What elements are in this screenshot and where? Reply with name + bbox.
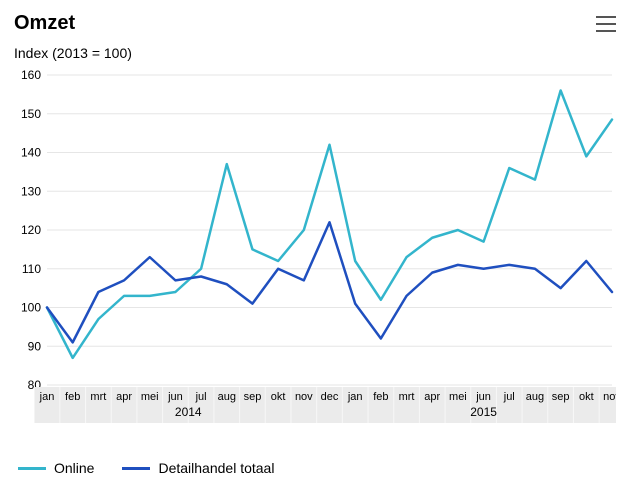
legend-label: Detailhandel totaal [158, 460, 274, 476]
svg-text:jun: jun [167, 391, 183, 403]
svg-text:mei: mei [141, 391, 159, 403]
svg-text:2015: 2015 [470, 405, 497, 419]
svg-text:jul: jul [195, 391, 207, 403]
svg-text:mrt: mrt [90, 391, 106, 403]
svg-text:100: 100 [21, 301, 41, 315]
svg-text:nov: nov [603, 391, 616, 403]
svg-text:aug: aug [218, 391, 236, 403]
title-row: Omzet [14, 12, 616, 35]
svg-text:jan: jan [39, 391, 55, 403]
svg-text:apr: apr [116, 391, 132, 403]
svg-text:130: 130 [21, 184, 41, 198]
hamburger-menu-icon[interactable] [596, 16, 616, 32]
legend-swatch [122, 467, 150, 470]
legend-item[interactable]: Detailhandel totaal [122, 460, 274, 476]
svg-text:okt: okt [271, 391, 286, 403]
svg-text:jan: jan [347, 391, 363, 403]
chart-plot-area: 8090100110120130140150160janfebmrtaprmei… [14, 65, 616, 444]
chart-title: Omzet [14, 12, 75, 35]
svg-text:140: 140 [21, 146, 41, 160]
svg-text:nov: nov [295, 391, 313, 403]
svg-text:sep: sep [552, 391, 570, 403]
svg-text:apr: apr [424, 391, 440, 403]
svg-text:okt: okt [579, 391, 594, 403]
svg-text:sep: sep [244, 391, 262, 403]
svg-text:aug: aug [526, 391, 544, 403]
svg-text:feb: feb [373, 391, 388, 403]
svg-text:150: 150 [21, 107, 41, 121]
svg-text:jul: jul [503, 391, 515, 403]
svg-text:160: 160 [21, 68, 41, 82]
line-chart-svg: 8090100110120130140150160janfebmrtaprmei… [14, 65, 616, 439]
chart-subtitle: Index (2013 = 100) [14, 45, 616, 61]
svg-text:mei: mei [449, 391, 467, 403]
legend-swatch [18, 467, 46, 470]
svg-text:dec: dec [321, 391, 339, 403]
chart-container: Omzet Index (2013 = 100) 809010011012013… [0, 0, 630, 503]
svg-text:2014: 2014 [175, 405, 202, 419]
legend-label: Online [54, 460, 94, 476]
chart-legend: Online Detailhandel totaal [14, 460, 616, 476]
svg-text:120: 120 [21, 223, 41, 237]
svg-text:mrt: mrt [399, 391, 415, 403]
legend-item[interactable]: Online [18, 460, 94, 476]
svg-text:90: 90 [28, 339, 42, 353]
svg-text:110: 110 [22, 262, 41, 276]
svg-text:jun: jun [475, 391, 491, 403]
svg-text:feb: feb [65, 391, 80, 403]
